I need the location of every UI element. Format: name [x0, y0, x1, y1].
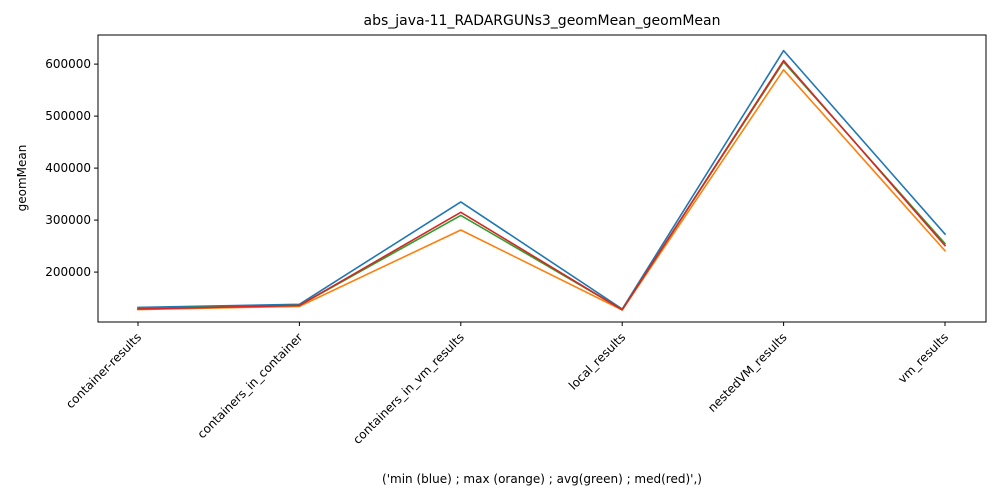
series-line-3	[137, 61, 947, 311]
y-tick-label: 300000	[45, 213, 91, 227]
x-tick-label: local_results	[566, 330, 628, 392]
x-tick-label: vm_results	[895, 330, 951, 386]
plot-frame	[97, 34, 987, 323]
y-axis-label: geomMean	[15, 145, 29, 212]
y-tick-label: 400000	[45, 161, 91, 175]
x-tick-label: nestedVM_results	[705, 330, 790, 415]
x-axis-label: ('min (blue) ; max (orange) ; avg(green)…	[382, 472, 702, 486]
x-tick-label: containers_in_container	[195, 330, 306, 441]
plot-area: 200000 300000 400000 500000 600000 container-…	[45, 34, 987, 447]
y-tick-label: 600000	[45, 57, 91, 71]
series-line-1	[137, 49, 947, 310]
series-line-2	[137, 69, 947, 311]
y-tick-label: 200000	[45, 265, 91, 279]
series-line-4	[137, 59, 947, 311]
x-tick-label: containers_in_vm_results	[350, 330, 467, 447]
x-tick-label: container-results	[63, 330, 144, 411]
y-tick-label: 500000	[45, 109, 91, 123]
chart-title: abs_java-11_RADARGUNs3_geomMean_geomMean	[364, 13, 721, 29]
